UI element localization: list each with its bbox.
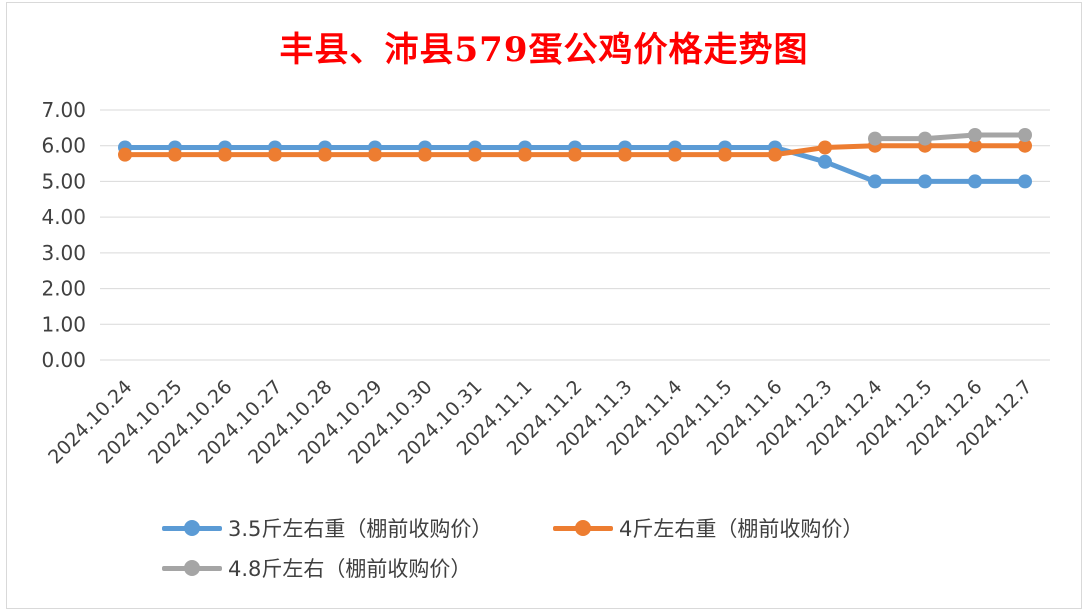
y-tick-label: 0.00 [41,348,86,372]
data-point-series-2 [518,147,532,162]
data-point-series-2 [318,147,332,162]
legend-swatch-series-2 [553,518,613,538]
data-point-series-2 [218,147,232,162]
legend-label-series-2: 4斤左右重（棚前收购价） [619,517,864,541]
data-point-series-2 [1018,138,1032,153]
legend-swatch-series-3 [162,558,222,578]
legend-item-series-1: 3.5斤左右重（棚前收购价） [162,510,492,546]
legend-label-series-3: 4.8斤左右（棚前收购价） [228,557,472,581]
data-point-series-2 [618,147,632,162]
data-point-series-1 [868,174,882,189]
chart-title: 丰县、沛县579蛋公鸡价格走势图 [279,30,809,70]
y-tick-label: 5.00 [41,169,86,193]
data-point-series-1 [918,174,932,189]
data-point-series-3 [968,128,982,142]
legend-item-series-2: 4斤左右重（棚前收购价） [553,510,863,546]
data-point-series-2 [118,147,132,162]
data-point-series-1 [968,174,982,189]
data-point-series-3 [868,131,882,146]
y-tick-label: 7.00 [41,98,86,122]
data-point-series-2 [968,138,982,153]
data-point-series-2 [268,147,282,162]
data-point-series-2 [568,147,582,162]
data-point-series-3 [1018,128,1032,142]
y-tick-label: 2.00 [41,277,86,301]
chart-frame [6,2,1082,609]
data-point-series-1 [818,154,832,169]
y-tick-label: 3.00 [41,241,86,265]
data-point-series-2 [818,140,832,155]
data-point-series-1 [1018,174,1032,189]
data-point-series-2 [168,147,182,162]
data-point-series-2 [768,147,782,162]
series-line-3 [872,132,1028,142]
data-point-series-2 [718,147,732,162]
legend-item-series-3: 4.8斤左右（棚前收购价） [162,550,471,586]
y-tick-label: 4.00 [41,205,86,229]
data-point-series-2 [418,147,432,162]
legend-label-series-1: 3.5斤左右重（棚前收购价） [228,517,493,541]
y-tick-label: 1.00 [41,312,86,336]
data-point-series-2 [668,147,682,162]
data-point-series-2 [468,147,482,162]
data-point-series-3 [918,131,932,146]
y-tick-label: 6.00 [41,134,86,158]
data-point-series-2 [368,147,382,162]
legend-swatch-series-1 [162,518,222,538]
